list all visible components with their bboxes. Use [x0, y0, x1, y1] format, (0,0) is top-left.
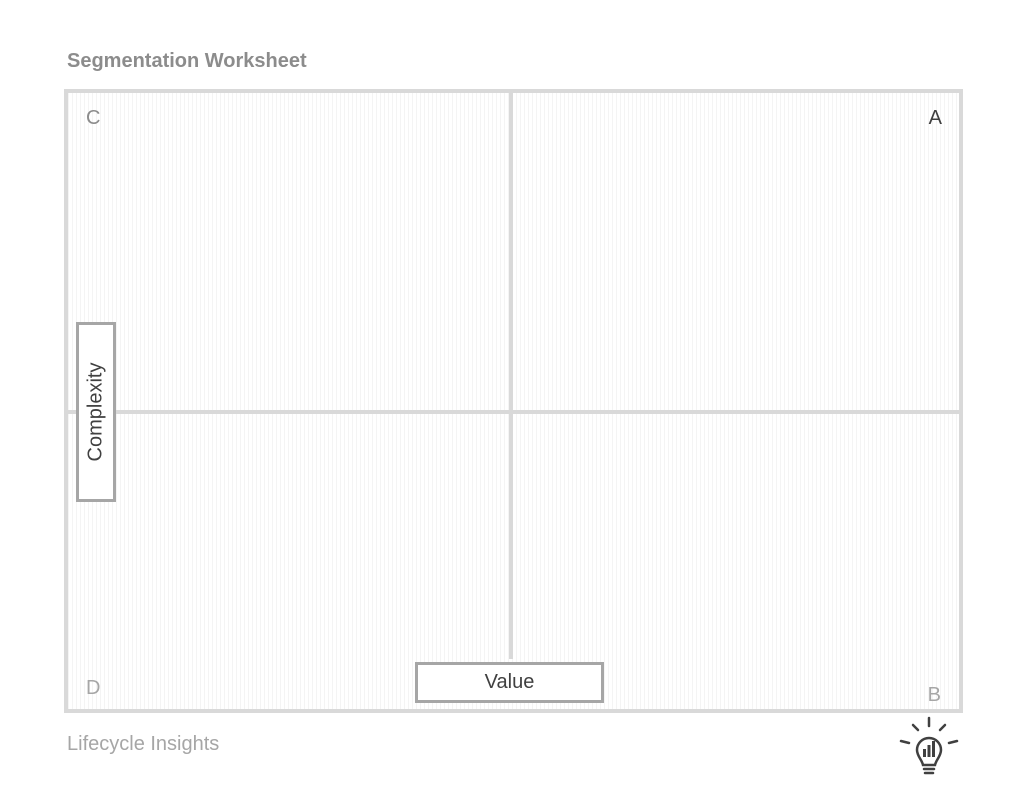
quadrant-label-c: C	[86, 107, 101, 129]
page-title: Segmentation Worksheet	[67, 50, 307, 72]
vertical-divider	[509, 93, 513, 659]
x-axis-label: Value	[484, 671, 535, 693]
logo-svg	[899, 716, 959, 775]
footer-brand: Lifecycle Insights	[67, 733, 220, 755]
quadrant-label-a: A	[928, 107, 942, 129]
segmentation-matrix: C A D B	[64, 89, 963, 713]
horizontal-divider	[68, 410, 959, 414]
quadrant-label-b: B	[927, 684, 941, 706]
x-axis-label-box: Value	[415, 662, 604, 703]
y-axis-label-box: Complexity	[76, 322, 116, 502]
quadrant-label-d: D	[86, 677, 101, 699]
lightbulb-bar-chart-icon	[895, 716, 959, 780]
y-axis-label: Complexity	[84, 362, 107, 462]
